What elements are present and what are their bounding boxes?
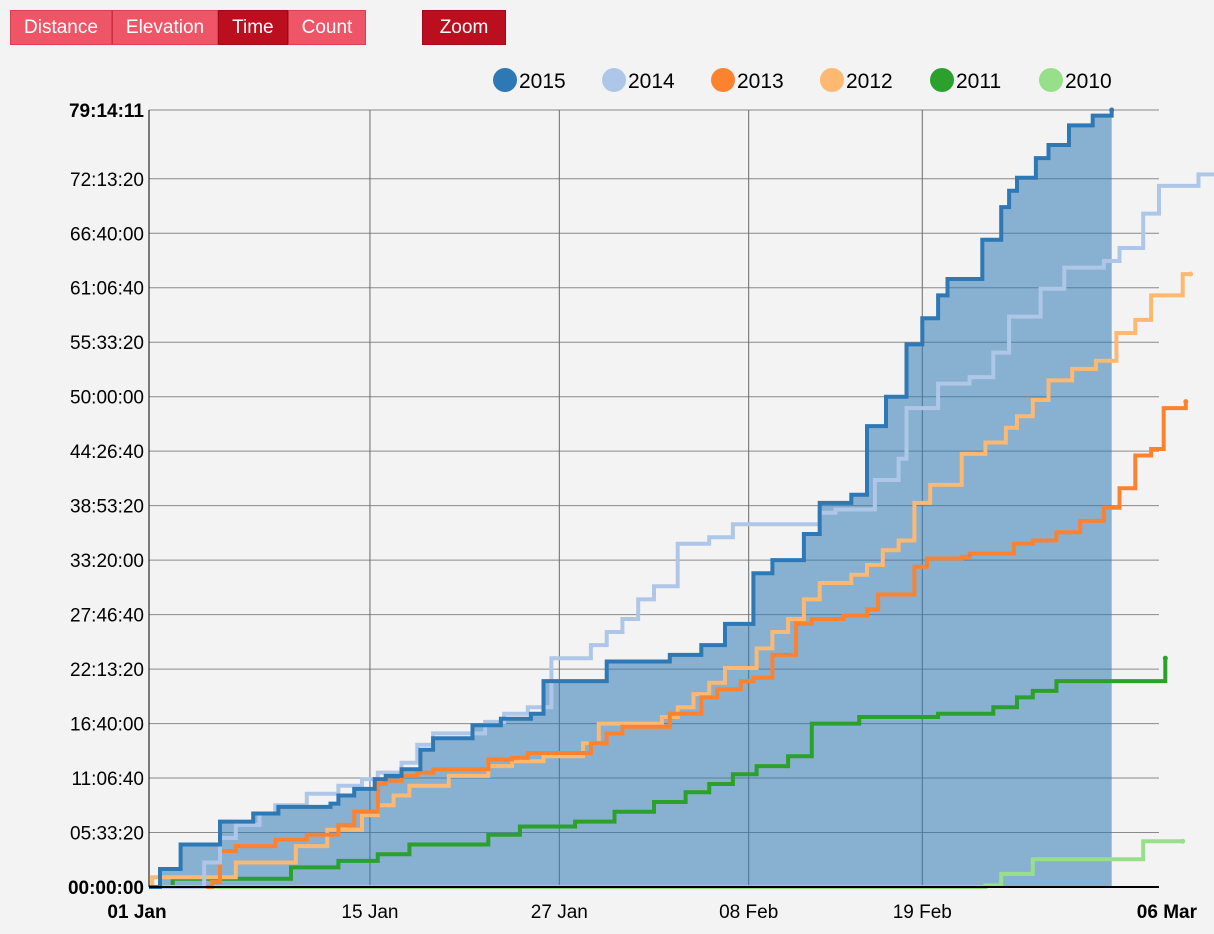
y-tick-label: 00:00:00 — [68, 878, 144, 899]
legend-swatch — [1039, 68, 1063, 92]
legend-item-2013[interactable]: 2013 — [711, 68, 784, 93]
y-tick-label: 72:13:20 — [70, 170, 144, 191]
series-endpoint-2013 — [1183, 399, 1189, 405]
legend-label: 2011 — [956, 70, 1001, 93]
legend-label: 2010 — [1065, 70, 1112, 93]
series-area-2015 — [149, 110, 1112, 887]
series-line-2011 — [149, 658, 1168, 889]
y-tick-label: 05:33:20 — [70, 824, 144, 845]
y-tick-label: 44:26:40 — [70, 442, 144, 463]
legend-swatch — [711, 68, 735, 92]
x-tick-label: 27 Jan — [531, 902, 588, 923]
series-line-2010 — [149, 839, 1183, 889]
legend-label: 2013 — [737, 70, 784, 93]
distance-button[interactable]: Distance — [10, 10, 112, 45]
y-tick-label: 66:40:00 — [70, 224, 144, 245]
series-line-2014 — [149, 172, 1214, 889]
legend: 2015 2014 2013 2012 2011 2010 — [493, 68, 1112, 93]
legend-item-2015[interactable]: 2015 — [493, 68, 566, 93]
series-endpoint-2011 — [1162, 655, 1168, 661]
legend-label: 2014 — [628, 70, 675, 93]
y-tick-label: 79:14:11 — [69, 101, 144, 122]
series-line-2012 — [149, 272, 1191, 889]
legend-label: 2012 — [846, 70, 893, 93]
count-button[interactable]: Count — [287, 10, 367, 45]
x-tick-label: 15 Jan — [341, 902, 398, 923]
series-line-2013 — [149, 401, 1188, 889]
series-group — [149, 107, 1214, 889]
y-tick-label: 38:53:20 — [70, 497, 144, 518]
legend-item-2011[interactable]: 2011 — [930, 68, 1001, 93]
legend-swatch — [930, 68, 954, 92]
time-button[interactable]: Time — [218, 10, 288, 45]
legend-swatch — [820, 68, 844, 92]
zoom-button[interactable]: Zoom — [422, 10, 506, 45]
y-tick-label: 61:06:40 — [70, 279, 144, 300]
x-tick-label: 01 Jan — [107, 902, 166, 923]
legend-item-2014[interactable]: 2014 — [602, 68, 675, 93]
series-line-2015 — [149, 110, 1114, 889]
x-tick-label: 08 Feb — [719, 902, 778, 923]
legend-swatch — [602, 68, 626, 92]
elevation-button[interactable]: Elevation — [111, 10, 219, 45]
metric-button-group: Distance Elevation Time Count — [10, 10, 367, 45]
series-endpoint-2012 — [1188, 271, 1194, 277]
series-endpoint-2010 — [1180, 838, 1186, 844]
legend-item-2012[interactable]: 2012 — [820, 68, 893, 93]
y-tick-label: 22:13:20 — [70, 660, 144, 681]
legend-swatch — [493, 68, 517, 92]
x-tick-label: 19 Feb — [893, 902, 952, 923]
y-tick-label: 50:00:00 — [70, 388, 144, 409]
y-tick-label: 55:33:20 — [70, 333, 144, 354]
y-tick-label: 27:46:40 — [70, 606, 144, 627]
x-tick-label: 06 Mar — [1137, 902, 1198, 923]
fill-layer — [149, 110, 1112, 887]
y-tick-label: 16:40:00 — [70, 715, 144, 736]
y-tick-label: 33:20:00 — [70, 551, 144, 572]
y-tick-label: 11:06:40 — [71, 769, 144, 790]
legend-label: 2015 — [519, 70, 566, 93]
legend-item-2010[interactable]: 2010 — [1039, 68, 1112, 93]
